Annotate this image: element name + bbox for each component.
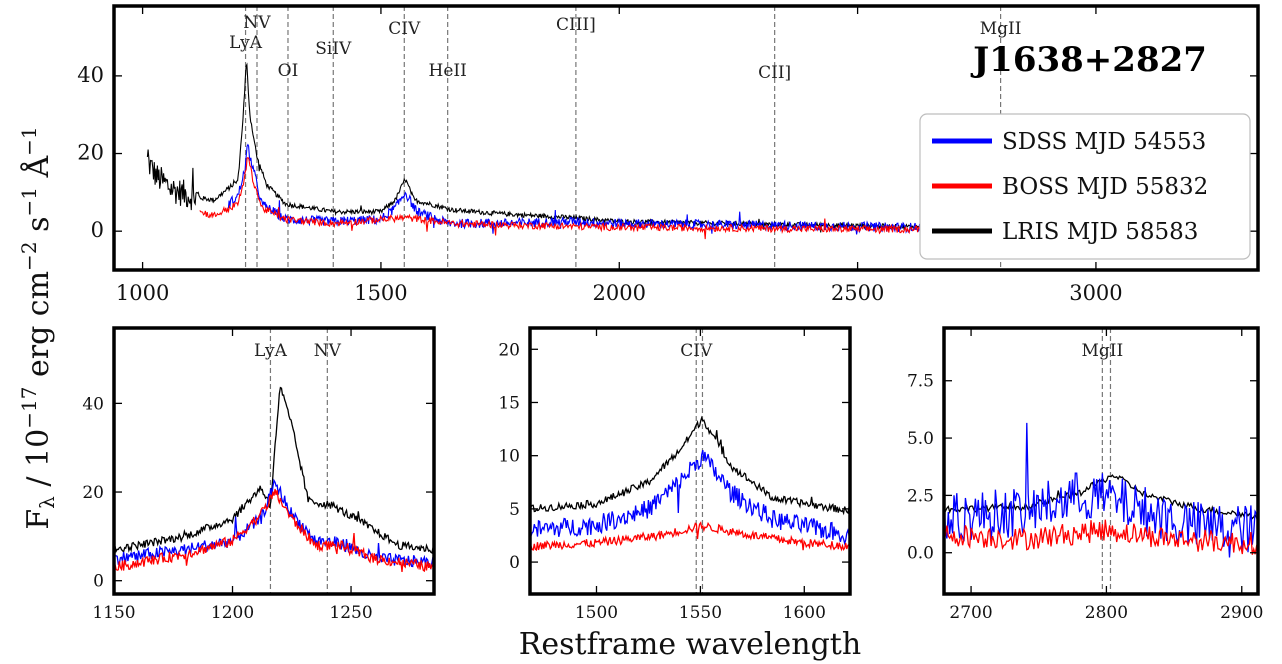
refline-label-full-spectrum-3: SiIV	[315, 39, 352, 59]
mgii-series-layer	[944, 422, 1258, 558]
ytick-label-full-spectrum-0: 0	[91, 218, 104, 242]
legend: SDSS MJD 54553 BOSS MJD 55832 LRIS MJD 5…	[919, 113, 1251, 260]
ytick-label-mgii-zoom-1: 2.5	[907, 486, 934, 506]
legend-label-lris: LRIS MJD 58583	[1002, 219, 1198, 245]
xtick-label-lya-zoom-2: 1250	[329, 603, 372, 623]
lya-frame	[112, 326, 436, 596]
panel-lya-zoom: LyA NV 1150 1200 1250 0 20 40	[82, 326, 436, 623]
ytick-label-civ-zoom-1: 5	[509, 500, 520, 520]
ytick-label-lya-zoom-1: 20	[82, 483, 104, 503]
ylabel-unit-3: s	[21, 217, 56, 242]
ytick-label-mgii-zoom-0: 0.0	[907, 544, 934, 564]
series-line-mgii-zoom-2	[944, 519, 1258, 555]
ylabel-f: F	[21, 509, 56, 530]
refline-label-full-spectrum-5: HeII	[429, 61, 467, 81]
series-line-lya-zoom-2	[114, 488, 434, 573]
mgii-ticks: 2700 2800 2900 0.0 2.5 5.0 7.5	[907, 328, 1263, 623]
ytick-label-civ-zoom-3: 15	[498, 393, 520, 413]
ylabel-exp-1: −17	[17, 387, 41, 429]
full-frame	[112, 4, 1260, 272]
xtick-label-full-spectrum-0: 1000	[116, 281, 169, 305]
lya-refline-layer: LyA NV	[254, 328, 342, 594]
ytick-label-civ-zoom-4: 20	[498, 340, 520, 360]
ylabel-unit-2: erg cm	[21, 271, 56, 387]
refline-label-full-spectrum-8: MgII	[980, 19, 1022, 39]
refline-label-lya-zoom-0: LyA	[254, 341, 288, 361]
civ-ticks: 1500 1550 1600 0 5 10 15 20	[498, 328, 850, 623]
civ-series-layer	[530, 415, 850, 552]
ylabel-unit-4: Å	[20, 155, 56, 187]
refline-label-full-spectrum-7: CII]	[758, 63, 791, 83]
legend-box	[919, 113, 1251, 260]
xtick-label-civ-zoom-1: 1550	[679, 603, 722, 623]
series-line-lya-zoom-0	[114, 386, 434, 554]
legend-label-boss: BOSS MJD 55832	[1002, 174, 1208, 200]
ytick-label-full-spectrum-1: 20	[77, 141, 104, 165]
y-axis-label: Fλ / 10−17 erg cm−2 s−1 Å−1	[17, 126, 59, 529]
ylabel-sub: λ	[35, 496, 59, 509]
ytick-label-mgii-zoom-3: 7.5	[907, 372, 934, 392]
refline-label-full-spectrum-4: CIV	[388, 19, 421, 39]
series-line-civ-zoom-2	[530, 521, 850, 552]
xtick-label-mgii-zoom-1: 2800	[1085, 603, 1128, 623]
xtick-label-lya-zoom-0: 1150	[92, 603, 135, 623]
ytick-label-mgii-zoom-2: 5.0	[907, 429, 934, 449]
xtick-label-full-spectrum-4: 3000	[1069, 281, 1122, 305]
ylabel-exp-3: −1	[17, 187, 41, 216]
xtick-label-lya-zoom-1: 1200	[211, 603, 254, 623]
refline-label-civ-zoom-0: CIV	[680, 341, 713, 361]
xtick-label-mgii-zoom-2: 2900	[1220, 603, 1263, 623]
mgii-refline-layer: MgII	[1081, 328, 1123, 594]
ytick-label-full-spectrum-2: 40	[77, 63, 104, 87]
refline-label-full-spectrum-6: CIII]	[556, 15, 596, 35]
xtick-label-civ-zoom-0: 1500	[575, 603, 618, 623]
ytick-label-civ-zoom-0: 0	[509, 553, 520, 573]
xtick-label-full-spectrum-3: 2500	[831, 281, 884, 305]
xtick-label-full-spectrum-1: 1500	[354, 281, 407, 305]
refline-label-mgii-zoom-0: MgII	[1081, 341, 1123, 361]
mgii-frame	[942, 326, 1260, 596]
series-line-civ-zoom-0	[530, 415, 850, 516]
ylabel-exp-2: −2	[17, 241, 41, 270]
refline-label-full-spectrum-1: NV	[243, 13, 271, 33]
ytick-label-lya-zoom-0: 0	[93, 572, 104, 592]
panel-mgii-zoom: MgII 2700 2800 2900 0.0 2.5 5.0 7.5	[907, 326, 1263, 623]
ytick-label-civ-zoom-2: 10	[498, 447, 520, 467]
ylabel-unit-1: / 10	[21, 429, 56, 496]
civ-frame	[528, 326, 852, 596]
refline-label-full-spectrum-0: LyA	[229, 33, 263, 53]
lya-ticks: 1150 1200 1250 0 20 40	[82, 328, 434, 623]
series-line-full-spectrum-0	[146, 62, 997, 233]
ylabel-exp-4: −1	[17, 126, 41, 155]
xtick-label-mgii-zoom-0: 2700	[949, 603, 992, 623]
ytick-label-lya-zoom-2: 40	[82, 394, 104, 414]
refline-label-full-spectrum-2: OI	[278, 61, 299, 81]
series-line-civ-zoom-1	[530, 449, 850, 547]
xtick-label-full-spectrum-2: 2000	[593, 281, 646, 305]
x-axis-label: Restframe wavelength	[519, 627, 861, 662]
legend-label-sdss: SDSS MJD 54553	[1002, 129, 1206, 155]
object-name: J1638+2827	[970, 40, 1207, 80]
refline-label-lya-zoom-1: NV	[314, 341, 342, 361]
full-ticks: 1000 1500 2000 2500 3000 0 20 40	[77, 6, 1258, 305]
lya-series-layer	[114, 386, 434, 573]
xtick-label-civ-zoom-2: 1600	[783, 603, 826, 623]
panel-civ-zoom: CIV 1500 1550 1600 0 5 10 15 20	[498, 326, 852, 623]
